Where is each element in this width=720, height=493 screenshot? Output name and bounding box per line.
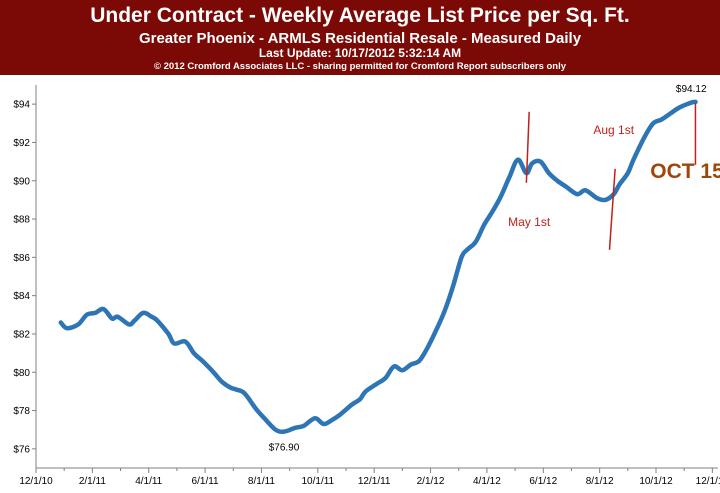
y-tick-label: $78	[13, 406, 30, 417]
x-tick-label: 10/1/11	[302, 476, 335, 487]
x-tick-label: 4/1/12	[473, 476, 501, 487]
y-tick-label: $80	[13, 368, 30, 379]
oct-annotation-label: OCT 15	[650, 160, 720, 183]
may-marker-line	[525, 111, 530, 183]
line-chart: $76 $78 $80 $82 $84 $86 $88 $90 $92 $94 12/1/10 2/1…	[13, 84, 720, 487]
x-tick-label: 2/1/11	[79, 476, 106, 487]
chart-title: Under Contract - Weekly Average List Pri…	[90, 4, 630, 27]
y-tick-label: $86	[13, 253, 30, 264]
x-tick-label: 10/1/12	[639, 476, 673, 487]
x-tick-label: 8/1/11	[248, 476, 275, 487]
max-value-label: $94.12	[676, 84, 707, 95]
aug-annotation-label: Aug 1st	[593, 123, 634, 137]
x-tick-label: 12/1/10	[19, 476, 53, 487]
y-tick-label: $76	[13, 444, 30, 455]
chart-subtitle: Greater Phoenix - ARMLS Residential Resa…	[138, 30, 582, 47]
min-value-label: $76.90	[269, 443, 300, 454]
y-tick-label: $88	[13, 215, 30, 226]
x-tick-label: 6/1/12	[529, 476, 557, 487]
x-tick-label: 12/1/11	[358, 476, 391, 487]
may-annotation-label: May 1st	[508, 215, 551, 229]
y-tick-label: $94	[13, 100, 30, 111]
y-tick-label: $90	[13, 176, 30, 187]
y-tick-label: $92	[13, 138, 30, 149]
x-tick-label: 12/1/12	[696, 476, 720, 487]
y-tick-label: $82	[13, 329, 30, 340]
series-line	[58, 99, 698, 434]
x-tick-label: 2/1/12	[417, 476, 445, 487]
x-tick-label: 6/1/11	[192, 476, 219, 487]
y-tick-label: $84	[13, 291, 30, 302]
chart-header: Under Contract - Weekly Average List Pri…	[0, 0, 720, 75]
copyright-notice: © 2012 Cromford Associates LLC - sharing…	[153, 61, 567, 72]
last-update: Last Update: 10/17/2012 5:32:14 AM	[258, 46, 462, 60]
x-tick-label: 4/1/11	[135, 476, 162, 487]
x-tick-label: 8/1/12	[586, 476, 614, 487]
aug-marker-line	[608, 168, 616, 250]
